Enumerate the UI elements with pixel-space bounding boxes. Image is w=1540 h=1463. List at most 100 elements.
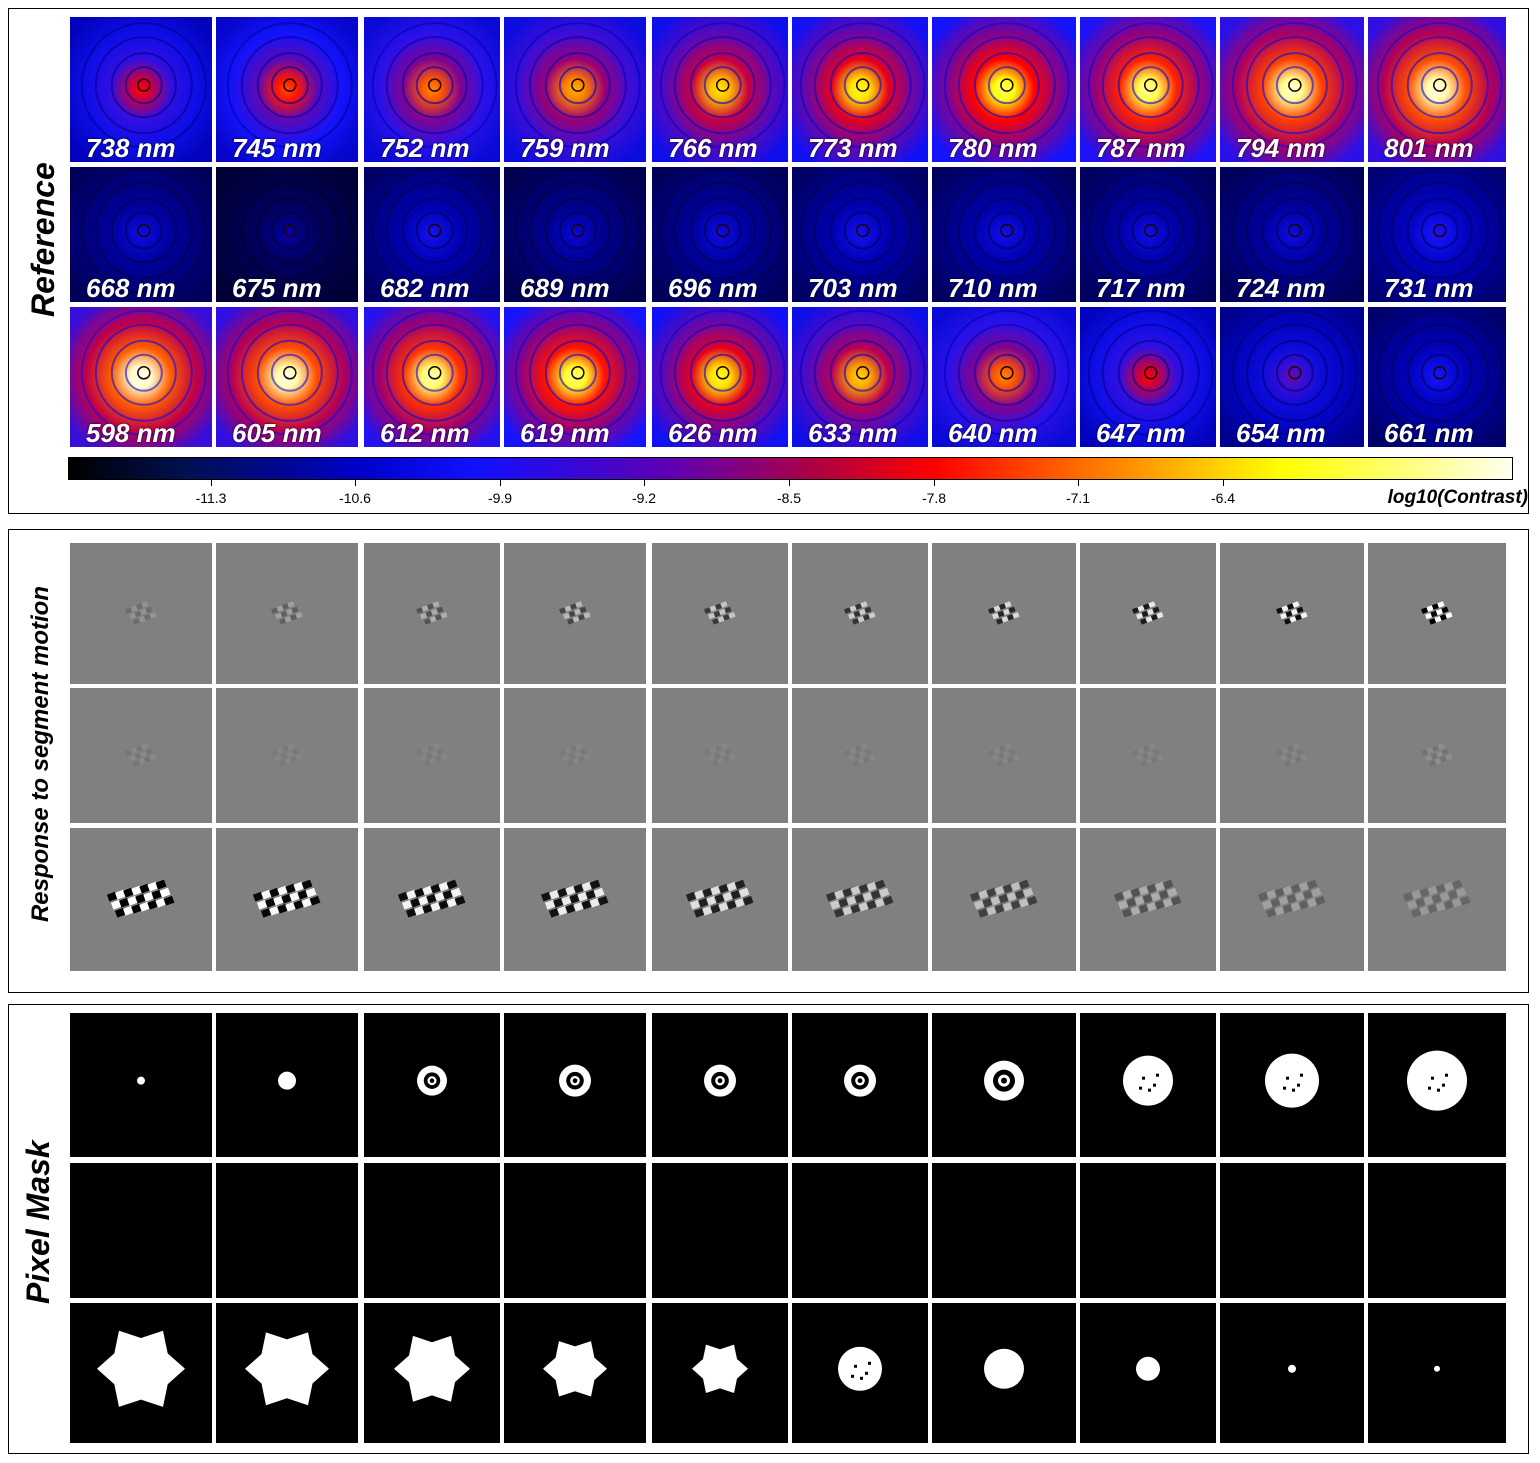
reference-tile: 668 nm [70, 167, 212, 302]
reference-image [1220, 307, 1364, 447]
wavelength-label: 731 nm [1384, 273, 1474, 302]
response-tile [1080, 688, 1216, 823]
mask-tile [652, 1163, 788, 1298]
reference-image [70, 167, 212, 302]
mask-tile [932, 1163, 1076, 1298]
wavelength-label: 801 nm [1384, 133, 1474, 162]
mask-tile [1220, 1303, 1364, 1443]
reference-image [216, 167, 358, 302]
mask-tile [1368, 1013, 1506, 1157]
reference-image [652, 167, 788, 302]
mask-tile [792, 1013, 928, 1157]
reference-image [1080, 167, 1216, 302]
reference-image [1368, 167, 1506, 302]
colorbar-tick [211, 480, 212, 486]
response-tile [216, 688, 358, 823]
colorbar-tick [1223, 480, 1224, 486]
wavelength-label: 710 nm [948, 273, 1038, 302]
mask-tile [70, 1303, 212, 1443]
wavelength-label: 696 nm [668, 273, 758, 302]
wavelength-label: 773 nm [808, 133, 898, 162]
reference-tile: 703 nm [792, 167, 928, 302]
reference-image [216, 17, 358, 162]
reference-tile: 766 nm [652, 17, 788, 162]
mask-tile [652, 1303, 788, 1443]
response-tile [364, 688, 500, 823]
colorbar-tick [934, 480, 935, 486]
mask-tile [70, 1013, 212, 1157]
reference-image [1080, 307, 1216, 447]
reference-tile: 626 nm [652, 307, 788, 447]
reference-tile: 724 nm [1220, 167, 1364, 302]
response-tile [932, 543, 1076, 684]
reference-image [1368, 17, 1506, 162]
response-tile [504, 828, 646, 971]
reference-image [932, 17, 1076, 162]
wavelength-label: 724 nm [1236, 273, 1326, 302]
response-tile [1220, 688, 1364, 823]
wavelength-label: 752 nm [380, 133, 470, 162]
mask-tile [70, 1163, 212, 1298]
reference-tile: 689 nm [504, 167, 646, 302]
colorbar-label: log10(Contrast) [1387, 487, 1528, 508]
colorbar [68, 457, 1513, 480]
wavelength-label: 668 nm [86, 273, 176, 302]
wavelength-label: 682 nm [380, 273, 470, 302]
reference-image [792, 167, 928, 302]
reference-image [364, 167, 500, 302]
mask-tile [216, 1013, 358, 1157]
wavelength-label: 661 nm [1384, 418, 1474, 447]
response-tile [652, 828, 788, 971]
mask-tile [364, 1303, 500, 1443]
reference-tile: 661 nm [1368, 307, 1506, 447]
reference-tile: 647 nm [1080, 307, 1216, 447]
reference-image [932, 307, 1076, 447]
colorbar-tick [1078, 480, 1079, 486]
mask-tile [792, 1303, 928, 1443]
reference-tile: 759 nm [504, 17, 646, 162]
reference-tile: 619 nm [504, 307, 646, 447]
colorbar-tick-label: -6.4 [1210, 490, 1236, 506]
reference-image [792, 17, 928, 162]
reference-tile: 801 nm [1368, 17, 1506, 162]
mask-tile [504, 1013, 646, 1157]
mask-tile [1080, 1303, 1216, 1443]
response-tile [1368, 543, 1506, 684]
reference-tile: 605 nm [216, 307, 358, 447]
reference-tile: 752 nm [364, 17, 500, 162]
response-tile [364, 828, 500, 971]
reference-tile: 675 nm [216, 167, 358, 302]
reference-image [652, 307, 788, 447]
mask-tile [216, 1163, 358, 1298]
mask-tile [1080, 1013, 1216, 1157]
response-tile [1080, 543, 1216, 684]
mask-tile [1220, 1013, 1364, 1157]
response-tile [1220, 828, 1364, 971]
reference-image [1220, 167, 1364, 302]
reference-image [504, 17, 646, 162]
mask-tile [504, 1303, 646, 1443]
response-tile [792, 688, 928, 823]
reference-image [216, 307, 358, 447]
colorbar-tick-label: -7.8 [921, 490, 947, 506]
colorbar-tick [500, 480, 501, 486]
wavelength-label: 738 nm [86, 133, 176, 162]
wavelength-label: 675 nm [232, 273, 322, 302]
colorbar-tick-label: -9.9 [487, 490, 513, 506]
mask-tile [1368, 1303, 1506, 1443]
wavelength-label: 759 nm [520, 133, 610, 162]
wavelength-label: 598 nm [86, 418, 176, 447]
mask-tile [932, 1013, 1076, 1157]
reference-tile: 780 nm [932, 17, 1076, 162]
mask-label: Pixel Mask [20, 1140, 56, 1304]
reference-image [652, 17, 788, 162]
reference-tile: 731 nm [1368, 167, 1506, 302]
wavelength-label: 640 nm [948, 418, 1038, 447]
mask-tile [1220, 1163, 1364, 1298]
wavelength-label: 794 nm [1236, 133, 1326, 162]
response-tile [504, 688, 646, 823]
reference-image [932, 167, 1076, 302]
wavelength-label: 780 nm [948, 133, 1038, 162]
response-tile [652, 543, 788, 684]
colorbar-tick [644, 480, 645, 486]
